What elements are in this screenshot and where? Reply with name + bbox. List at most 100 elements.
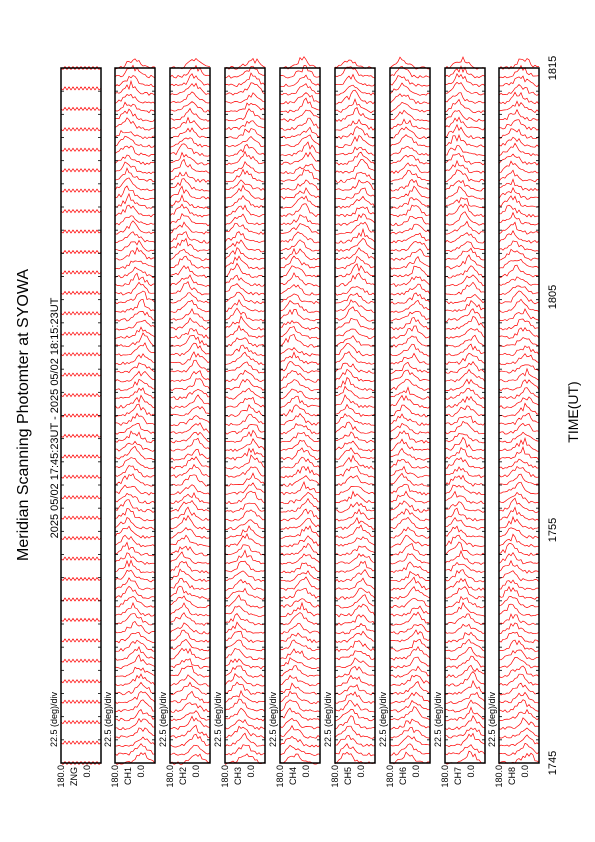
trace-line [224,549,266,565]
trace-line [114,353,156,365]
trace-line [224,570,266,582]
trace-line [444,436,486,452]
trace-line [334,187,376,200]
trace-line [169,171,211,183]
trace-line [334,255,376,270]
trace-line [169,394,211,409]
trace-line [334,106,376,122]
trace-line [279,665,321,678]
trace-line [224,378,266,391]
trace-line [334,691,376,704]
trace-line [224,466,266,478]
trace-line [114,145,156,157]
y-tick-min: 0.0 [82,765,92,778]
trace-line [444,534,486,548]
trace-line [60,433,102,439]
trace-line [498,264,540,279]
trace-line [444,405,486,417]
trace-line [224,673,266,687]
trace-line [498,613,540,626]
trace-line [498,211,540,226]
scale-label: 22.5 (deg)/div [487,691,497,747]
trace-line [60,392,102,398]
trace-line [169,612,211,627]
trace-line [169,143,211,157]
trace-line [60,229,102,234]
y-tick-max: 180.0 [110,765,120,788]
trace-line [444,211,486,226]
trace-line [498,153,540,166]
channel-label: CH8 [507,767,517,785]
trace-line [390,276,431,288]
trace-line [169,299,211,313]
trace-line [498,458,540,470]
trace-line [334,89,376,105]
trace-line [498,491,540,504]
trace-line [169,514,211,531]
x-tick-label: 1755 [547,518,559,542]
trace-line [60,311,102,316]
trace-line [498,446,540,461]
trace-line [499,657,540,669]
trace-line [279,379,321,392]
trace-line [334,171,376,183]
trace-line [334,684,376,696]
trace-line [389,169,431,183]
trace-line [60,168,102,173]
trace-line [389,576,431,591]
trace-line [444,525,486,538]
trace-line [444,715,486,731]
trace-line [389,386,431,400]
trace-line [169,194,211,209]
trace-line [60,249,102,255]
trace-line [279,412,321,426]
trace-line [444,601,486,617]
panel-traces [498,58,540,765]
trace-line [224,231,266,243]
trace-line [60,86,102,91]
scale-label: 22.5 (deg)/div [433,691,443,747]
trace-line [60,474,102,479]
trace-line [114,326,156,340]
trace-line [114,499,156,513]
trace-line [114,220,156,235]
trace-line [279,508,321,522]
trace-line [279,168,321,182]
panel-traces [224,57,266,765]
trace-line [444,254,486,270]
trace-line [279,74,321,87]
trace-line [334,751,376,765]
trace-line [224,143,266,157]
trace-line [334,708,376,722]
trace-line [334,328,376,340]
trace-line [224,344,266,357]
trace-line [444,631,486,644]
trace-line [445,308,486,322]
trace-line [224,647,266,661]
scale-label: 22.5 (deg)/div [378,691,388,747]
trace-line [114,64,156,79]
trace-line [334,454,376,470]
trace-line [114,93,156,104]
trace-line [498,367,540,383]
trace-line [169,710,211,722]
trace-line [224,195,266,209]
trace-line [334,126,376,140]
trace-line [444,197,486,209]
trace-line [169,560,210,574]
trace-line [279,576,321,591]
trace-line [114,185,156,201]
trace-line [444,549,485,565]
trace-line [334,587,376,600]
trace-line [279,648,321,660]
trace-line [498,665,540,678]
trace-line [498,308,540,322]
chart-title: Meridian Scanning Photomter at SYOWA [15,269,32,561]
trace-line [279,525,321,539]
trace-line [389,75,431,87]
trace-line [498,258,540,269]
trace-line [224,698,266,712]
trace-line [279,231,321,244]
trace-line [169,342,211,357]
panel-ch6: 180.0 CH6 0.0 22.5 (deg)/div [378,56,431,788]
